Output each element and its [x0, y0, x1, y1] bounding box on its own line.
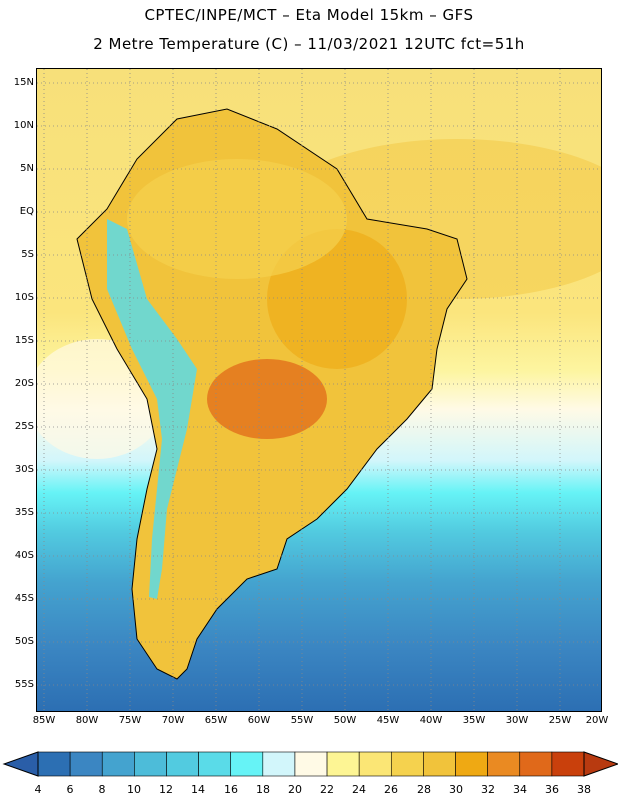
- lat-label: 30S: [14, 464, 34, 475]
- colorbar-cell: [390, 751, 424, 777]
- lon-label: 45W: [376, 715, 400, 726]
- lat-label: EQ: [19, 206, 34, 217]
- lat-label: 5S: [21, 249, 34, 260]
- lat-label: 35S: [14, 507, 34, 518]
- colorbar-cell: [166, 751, 199, 777]
- colorbar-label: 8: [98, 783, 106, 796]
- colorbar-low-arrow: [2, 751, 39, 777]
- lon-label: 75W: [118, 715, 142, 726]
- colorbar-label: 30: [449, 783, 463, 796]
- colorbar-label: 14: [191, 783, 205, 796]
- colorbar-label: 26: [384, 783, 398, 796]
- colorbar-cell: [294, 751, 328, 777]
- lat-label: 45S: [14, 593, 34, 604]
- colorbar-label: 24: [352, 783, 366, 796]
- temperature-map: [36, 68, 602, 712]
- colorbar-label: 28: [417, 783, 431, 796]
- lon-label: 35W: [462, 715, 486, 726]
- lon-label: 65W: [204, 715, 228, 726]
- lat-label: 25S: [14, 421, 34, 432]
- lon-label: 70W: [161, 715, 185, 726]
- colorbar-label: 22: [320, 783, 334, 796]
- colorbar-label: 16: [224, 783, 238, 796]
- colorbar-cell: [423, 751, 456, 777]
- colorbar-cell: [198, 751, 232, 777]
- colorbar-cell: [69, 751, 103, 777]
- colorbar-label: 20: [288, 783, 302, 796]
- colorbar-cell: [262, 751, 296, 777]
- lon-label: 80W: [75, 715, 99, 726]
- lat-label: 20S: [14, 378, 34, 389]
- lon-label: 85W: [32, 715, 56, 726]
- colorbar-label: 12: [159, 783, 173, 796]
- lat-label: 40S: [14, 550, 34, 561]
- colorbar-label: 36: [545, 783, 559, 796]
- colorbar-cell: [101, 751, 135, 777]
- lat-label: 15N: [13, 77, 34, 88]
- lon-label: 60W: [247, 715, 271, 726]
- colorbar-cell: [134, 751, 167, 777]
- andes-cold-strip: [107, 219, 197, 599]
- colorbar-label: 38: [577, 783, 591, 796]
- temperature-colorbar: [2, 751, 618, 777]
- lon-label: 25W: [548, 715, 572, 726]
- lat-label: 50S: [14, 636, 34, 647]
- lat-label: 10N: [13, 120, 34, 131]
- map-title-line1: CPTEC/INPE/MCT – Eta Model 15km – GFS: [144, 6, 474, 24]
- interior-heat-patch: [207, 359, 327, 439]
- lon-label: 55W: [290, 715, 314, 726]
- lat-label: 55S: [14, 679, 34, 690]
- map-title-line2: 2 Metre Temperature (C) – 11/03/2021 12U…: [93, 35, 525, 53]
- colorbar-label: 18: [256, 783, 270, 796]
- north-warm-patch: [127, 159, 347, 279]
- colorbar-label: 6: [66, 783, 74, 796]
- lon-label: 50W: [333, 715, 357, 726]
- colorbar-cell: [37, 751, 71, 777]
- colorbar-cell: [326, 751, 360, 777]
- lat-label: 5N: [20, 163, 34, 174]
- lon-label: 40W: [419, 715, 443, 726]
- colorbar-high-arrow: [583, 751, 618, 777]
- lat-label: 15S: [14, 335, 34, 346]
- colorbar-cell: [455, 751, 488, 777]
- colorbar-label: 10: [127, 783, 141, 796]
- lat-label: 10S: [14, 292, 34, 303]
- colorbar-label: 34: [513, 783, 527, 796]
- colorbar-cell: [487, 751, 521, 777]
- colorbar-cell: [358, 751, 392, 777]
- colorbar-cell: [519, 751, 553, 777]
- colorbar-label: 32: [481, 783, 495, 796]
- lon-label: 20W: [585, 715, 609, 726]
- colorbar-cell: [551, 751, 585, 777]
- lon-label: 30W: [505, 715, 529, 726]
- colorbar-label: 4: [34, 783, 42, 796]
- colorbar-cell: [230, 751, 264, 777]
